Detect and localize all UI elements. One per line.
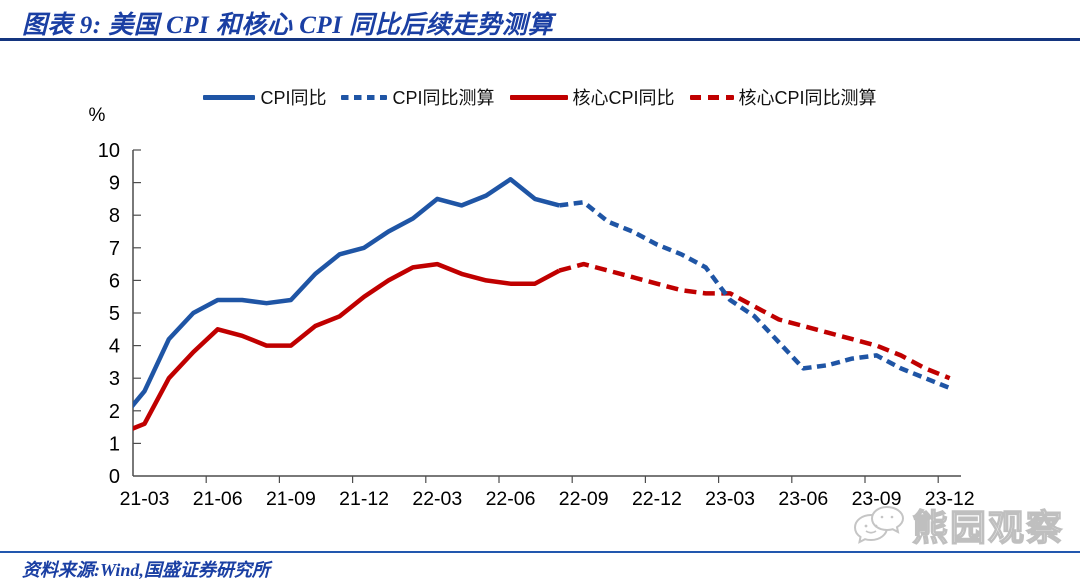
- x-axis-label: 22-06: [486, 488, 536, 510]
- y-axis-label: 1: [109, 433, 120, 455]
- legend-label: CPI同比测算: [392, 88, 495, 108]
- legend-swatch-cpi-solid-line: [203, 94, 256, 100]
- x-axis-label: 21-09: [266, 488, 316, 510]
- x-axis-label: 23-06: [778, 488, 828, 510]
- legend-swatch-cpi-dashed-line: [341, 94, 388, 100]
- legend-swatch-core-solid-line: [509, 94, 568, 100]
- legend-item-core-cpi: 核心CPI同比: [509, 84, 675, 110]
- legend-label: CPI同比: [260, 88, 327, 108]
- legend-item-core-cpi-forecast: 核心CPI同比测算: [689, 84, 877, 110]
- series-line-forecast-cpi: [559, 199, 951, 391]
- series-lines: [133, 177, 951, 431]
- series-line-cpi: [133, 177, 560, 409]
- legend-item-cpi-forecast: CPI同比测算: [341, 84, 495, 110]
- chat-bubbles-icon: [853, 505, 904, 544]
- x-axis-label: 21-12: [339, 488, 389, 510]
- y-axis-label: 3: [109, 368, 120, 390]
- legend-label: 核心CPI同比: [572, 88, 675, 108]
- legend-swatch-core-dashed-line: [689, 94, 734, 100]
- x-axis-label: 23-03: [705, 488, 755, 510]
- y-axis-label: 6: [109, 270, 120, 292]
- y-axis-label: 10: [98, 140, 120, 162]
- series-line-forecast-core-cpi: [558, 261, 951, 381]
- y-axis-label: 7: [109, 238, 120, 260]
- y-axis-label: 5: [109, 303, 120, 325]
- y-axis-label: 9: [109, 173, 120, 195]
- x-axis-label: 23-12: [925, 488, 975, 510]
- chart-title: 图表 9: 美国 CPI 和核心 CPI 同比后续走势测算: [22, 12, 554, 39]
- footer-divider: [0, 551, 1080, 553]
- legend-item-cpi: CPI同比: [203, 84, 326, 110]
- y-axis-unit-label: %: [89, 105, 106, 126]
- y-axis-label: 4: [109, 336, 120, 358]
- chart-legend: CPI同比 CPI同比测算 核心CPI同比 核心CPI同比测算: [0, 84, 1080, 110]
- y-axis-label: 8: [109, 205, 120, 227]
- series-line-core-cpi: [133, 261, 561, 431]
- legend-label: 核心CPI同比测算: [738, 88, 877, 108]
- source-note: 资料来源:Wind,国盛证券研究所: [22, 560, 270, 580]
- watermark: 熊园观察: [850, 499, 1064, 551]
- x-axis-label: 21-03: [120, 488, 170, 510]
- x-axis-label: 21-06: [193, 488, 243, 510]
- x-axis-label: 23-09: [852, 488, 902, 510]
- y-axis-label: 2: [109, 401, 120, 423]
- x-axis-label: 22-03: [412, 488, 462, 510]
- y-axis-label: 0: [109, 466, 120, 488]
- x-axis-label: 22-12: [632, 488, 682, 510]
- watermark-text: 熊园观察: [911, 506, 1064, 548]
- x-axis-label: 22-09: [559, 488, 609, 510]
- title-underline: [0, 38, 1080, 41]
